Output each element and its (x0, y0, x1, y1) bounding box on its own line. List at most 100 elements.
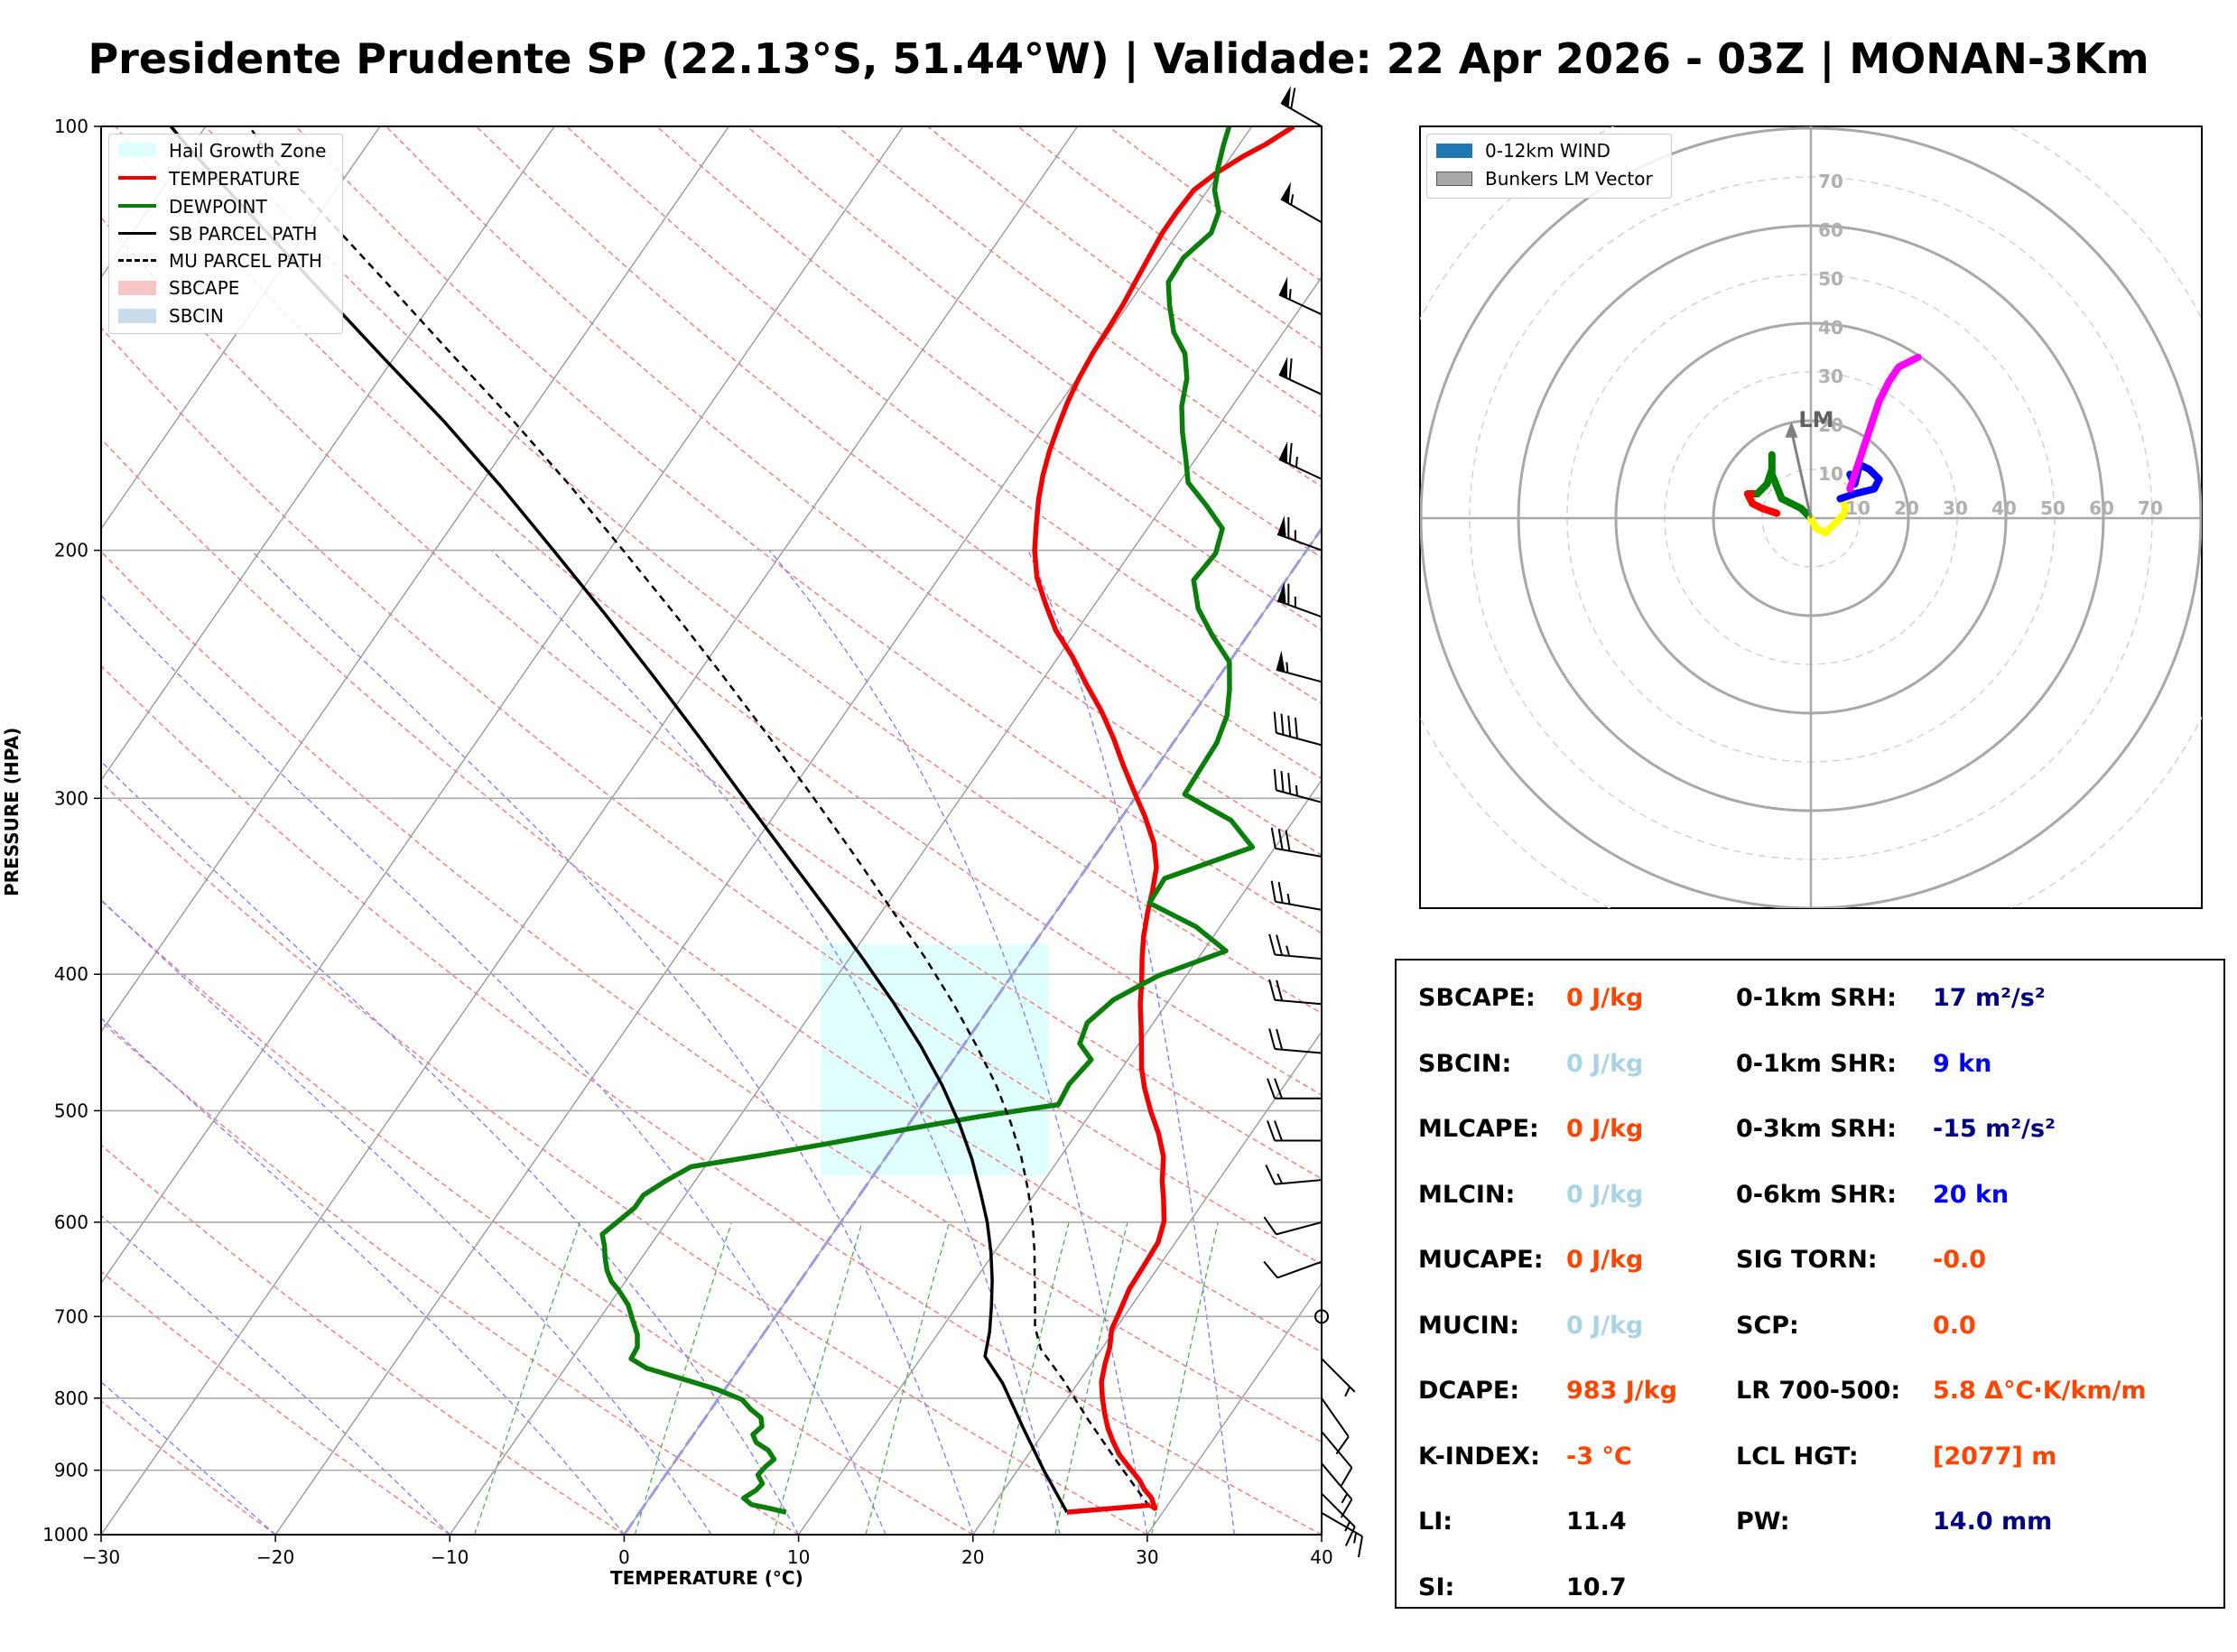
isotherm-line (101, 126, 555, 782)
skewt-frame (100, 125, 1323, 1536)
bunkers-lm-arrow (1789, 430, 1813, 519)
right-value: 17 m²/s² (1933, 984, 2046, 1012)
sb-parcel-line (169, 126, 1069, 1514)
x-tick-label: −20 (256, 1546, 294, 1568)
x-axis-label: TEMPERATURE (°C) (610, 1567, 803, 1589)
moist-adiabat (250, 550, 974, 1535)
hodograph-ring-label-x: 50 (2040, 497, 2065, 519)
barb-full (1270, 880, 1276, 902)
dry-adiabat (385, 126, 1322, 857)
barb-staff (1321, 1492, 1356, 1527)
x-tick-label: 10 (787, 1546, 810, 1568)
right-value: 20 kn (1933, 1180, 2010, 1209)
barb-staff (1321, 1358, 1356, 1393)
barb-full (1276, 1028, 1284, 1050)
left-label: DCAPE: (1418, 1377, 1520, 1405)
barb-full (1287, 773, 1292, 794)
barb-pennant (1277, 581, 1286, 604)
barb-full (1288, 442, 1293, 465)
isotherm-line (449, 275, 1322, 1535)
x-tick-label: −10 (431, 1546, 469, 1568)
moist-adiabat (101, 594, 886, 1535)
barb-staff (1280, 102, 1323, 127)
legend-mu-parcel-label: MU PARCEL PATH (169, 250, 322, 272)
barb-full (1340, 1467, 1353, 1487)
legend-sb-parcel-line (118, 232, 156, 235)
barb-half (1344, 1386, 1351, 1397)
y-tick-label: 600 (54, 1211, 88, 1233)
barb-staff (1276, 1260, 1323, 1279)
bunkers-lm-arrowhead (1785, 421, 1798, 438)
isotherm-line (101, 126, 1079, 1535)
hodograph-ring-label-y: 10 (1818, 463, 1843, 485)
barb-full (1274, 1120, 1283, 1141)
dry-adiabat (101, 1144, 625, 1535)
barb-full (1357, 1536, 1364, 1558)
hodograph-ring-label-y: 40 (1818, 317, 1843, 339)
barb-full (1268, 1028, 1276, 1050)
barb-half (1295, 456, 1298, 468)
barb-staff (1275, 847, 1323, 858)
wind-barb (1268, 933, 1323, 961)
barb-staff (1276, 789, 1323, 803)
barb-full (1268, 979, 1276, 1000)
x-tick-label: −30 (82, 1546, 120, 1568)
wind-barb (1276, 515, 1323, 552)
hodograph-magenta-segment (1846, 353, 1922, 493)
barb-full (1267, 1078, 1276, 1100)
barb-pennant (1276, 650, 1286, 673)
barb-staff (1280, 198, 1323, 224)
legend-mu-parcel-line (118, 259, 156, 262)
dry-adiabat (101, 1400, 276, 1535)
wind-barb (1278, 276, 1323, 316)
barb-full (1344, 1526, 1356, 1546)
hodograph-red-segment (1743, 490, 1781, 517)
legend-sb-parcel-label: SB PARCEL PATH (169, 223, 318, 245)
wind-barb (1270, 827, 1323, 858)
isotherm-line (101, 126, 381, 530)
dry-adiabat (101, 550, 1322, 1443)
wind-barb (1263, 1260, 1323, 1279)
left-label: MUCAPE: (1418, 1246, 1544, 1274)
zero-isotherm (623, 526, 1322, 1535)
barb-full (1263, 1216, 1277, 1235)
left-label: MUCIN: (1418, 1311, 1520, 1340)
barb-staff (1278, 293, 1323, 316)
barb-staff (1276, 1220, 1323, 1236)
right-label: 0-3km SRH: (1736, 1115, 1897, 1143)
barb-half (1286, 893, 1291, 905)
legend-wind-swatch (1436, 144, 1472, 158)
hodograph-legend: 0-12km WIND Bunkers LM Vector (1426, 134, 1672, 199)
right-label: LCL HGT: (1736, 1442, 1859, 1471)
wind-barb (1268, 979, 1323, 1006)
y-tick-label: 1000 (42, 1524, 88, 1545)
legend-bunkers-label: Bunkers LM Vector (1485, 168, 1653, 190)
barb-staff (1278, 374, 1323, 395)
mixing-ratio-line (772, 1221, 863, 1535)
hodograph-ring-label-x: 70 (2138, 497, 2163, 519)
hodograph-ring-label-y: 50 (1818, 268, 1843, 290)
left-label: MLCIN: (1418, 1180, 1516, 1209)
hodograph-ring-label-x: 10 (1845, 497, 1870, 519)
barb-half (1341, 1493, 1349, 1504)
barb-full (1287, 715, 1292, 738)
barb-full (1274, 1078, 1283, 1100)
right-label: SIG TORN: (1736, 1246, 1878, 1274)
barb-half (1286, 662, 1289, 673)
dry-adiabat (476, 126, 1322, 780)
legend-sbcin-label: SBCIN (169, 305, 224, 327)
barb-half (1276, 1173, 1284, 1184)
wind-barb (1267, 1120, 1322, 1142)
barb-full (1270, 827, 1276, 849)
right-value: -0.0 (1933, 1246, 1987, 1274)
barb-full (1265, 1165, 1276, 1185)
barb-pennant (1278, 357, 1288, 379)
left-value: 0 J/kg (1566, 984, 1644, 1012)
dry-adiabat (205, 126, 1322, 1015)
barb-pennant (1277, 515, 1286, 538)
barb-staff (1275, 1179, 1323, 1185)
left-value: 0 J/kg (1566, 1180, 1644, 1209)
legend-temperature-label: TEMPERATURE (169, 168, 301, 190)
